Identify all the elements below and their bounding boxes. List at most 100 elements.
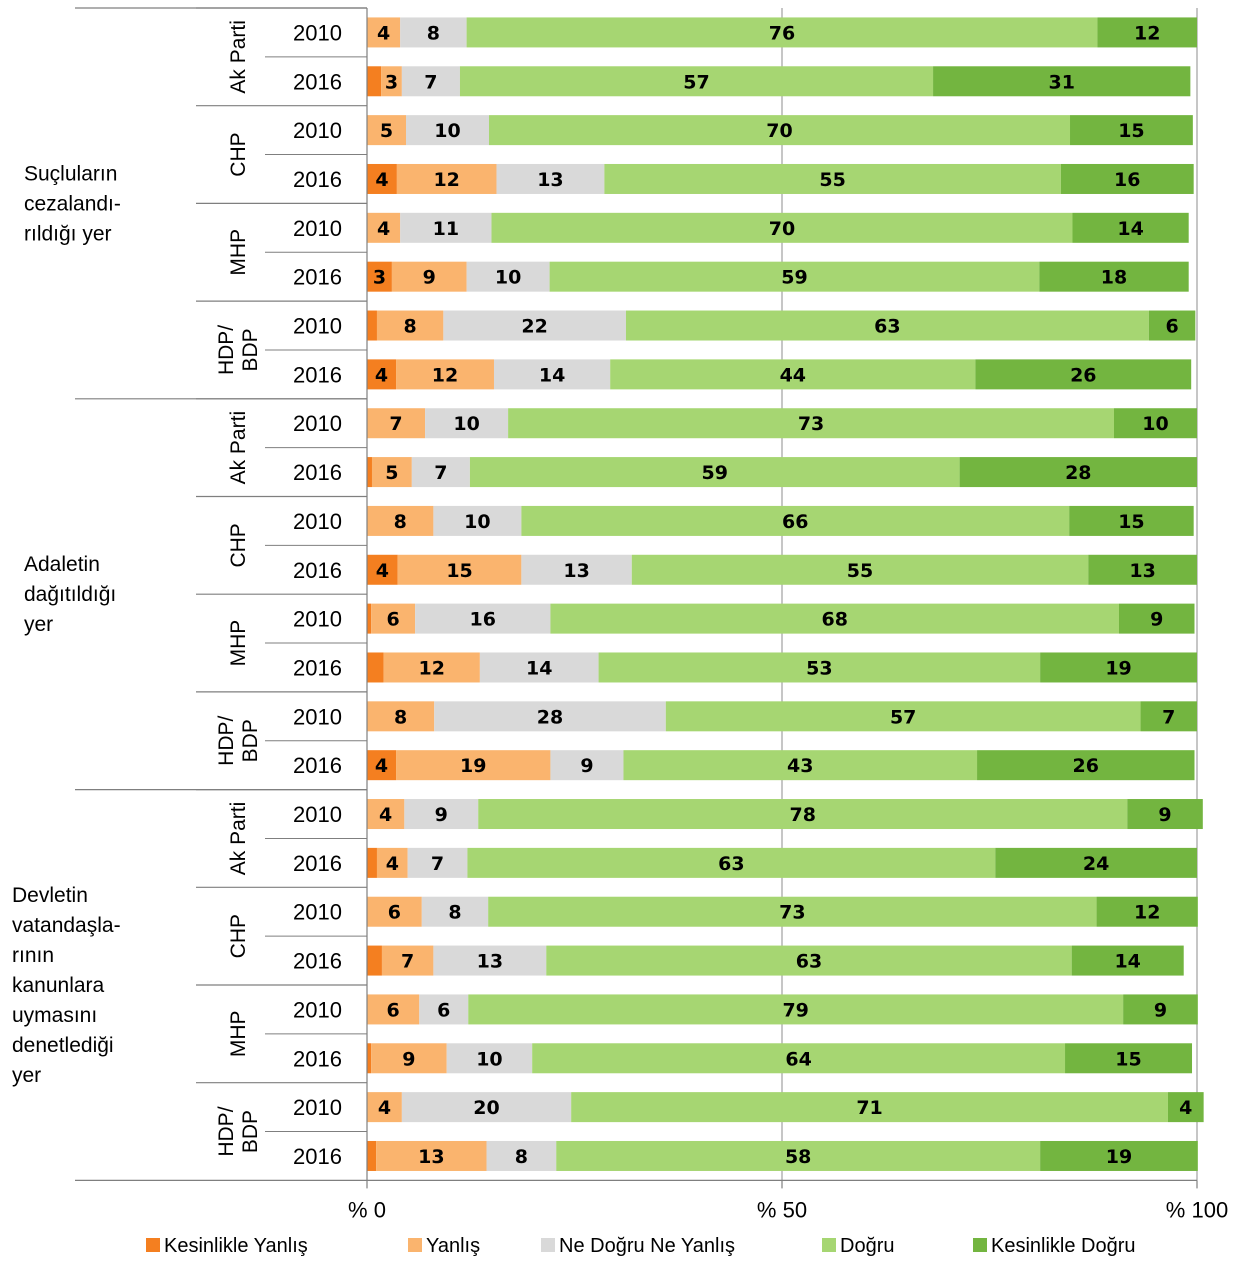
data-label: 7 bbox=[424, 71, 437, 93]
data-label: 9 bbox=[1154, 999, 1167, 1021]
bar-segment bbox=[1070, 115, 1193, 146]
data-label: 4 bbox=[375, 169, 388, 191]
party-label: CHP bbox=[227, 132, 250, 176]
bar-segment bbox=[623, 750, 978, 781]
party-label: MHP bbox=[227, 1011, 250, 1058]
data-label: 14 bbox=[539, 364, 565, 386]
bar-segment bbox=[367, 310, 377, 341]
bar-segment bbox=[367, 505, 434, 536]
legend-item-label: Yanlış bbox=[426, 1235, 480, 1257]
bar-segment bbox=[433, 505, 522, 536]
party-label: MHP bbox=[227, 229, 250, 276]
legend-swatch bbox=[973, 1238, 987, 1252]
bar-segment bbox=[443, 310, 626, 341]
legend-item-label: Ne Doğru Ne Yanlış bbox=[559, 1235, 735, 1257]
bar-segment bbox=[496, 163, 605, 194]
bar-segment bbox=[556, 1140, 1041, 1171]
data-label: 5 bbox=[385, 462, 398, 484]
data-label: 4 bbox=[386, 853, 399, 875]
data-label: 70 bbox=[769, 218, 795, 240]
category-label: kanunlara bbox=[12, 974, 105, 997]
bar-segment bbox=[391, 261, 467, 292]
bar-segment bbox=[397, 554, 522, 585]
party-label: Ak Parti bbox=[227, 411, 250, 485]
bar-segment bbox=[1072, 212, 1189, 243]
bar-segment bbox=[1167, 1092, 1204, 1123]
data-label: 19 bbox=[1106, 1146, 1132, 1168]
data-label: 63 bbox=[718, 853, 744, 875]
data-label: 10 bbox=[495, 267, 521, 289]
bar-segment bbox=[975, 359, 1192, 390]
bar-segment bbox=[1118, 603, 1195, 634]
bar-segment bbox=[977, 750, 1195, 781]
category-label: uymasını bbox=[12, 1004, 97, 1027]
bar-segment bbox=[546, 945, 1072, 976]
bar-segment bbox=[367, 701, 435, 732]
bar-segment bbox=[1040, 1140, 1198, 1171]
bar-segment bbox=[383, 652, 480, 683]
data-label: 4 bbox=[378, 1097, 391, 1119]
x-tick-label: % 50 bbox=[757, 1197, 807, 1222]
legend-item-label: Kesinlikle Doğru bbox=[991, 1235, 1136, 1257]
data-label: 19 bbox=[460, 755, 486, 777]
legend-swatch bbox=[146, 1238, 160, 1252]
data-label: 8 bbox=[427, 22, 440, 44]
data-label: 73 bbox=[798, 413, 824, 435]
data-label: 13 bbox=[563, 560, 589, 582]
year-label: 2010 bbox=[293, 314, 342, 339]
data-label: 15 bbox=[1118, 120, 1144, 142]
bar-segment bbox=[401, 1092, 572, 1123]
bar-segment bbox=[459, 66, 934, 97]
category-label: Adaletin bbox=[24, 553, 100, 576]
bar-segment bbox=[631, 554, 1089, 585]
bar-segment bbox=[625, 310, 1149, 341]
bar-segment bbox=[367, 1140, 377, 1171]
legend-swatch bbox=[822, 1238, 836, 1252]
data-label: 22 bbox=[521, 316, 547, 338]
year-label: 2010 bbox=[293, 509, 342, 534]
data-label: 12 bbox=[1134, 902, 1160, 924]
data-label: 15 bbox=[446, 560, 472, 582]
bar-segment bbox=[367, 66, 382, 97]
data-label: 68 bbox=[821, 609, 847, 631]
data-label: 55 bbox=[819, 169, 845, 191]
data-label: 4 bbox=[1179, 1097, 1192, 1119]
bar-segment bbox=[433, 945, 547, 976]
bar-segment bbox=[467, 847, 996, 878]
bar-segment bbox=[421, 896, 489, 927]
party-label: Ak Parti bbox=[227, 802, 250, 876]
data-label: 15 bbox=[1118, 511, 1144, 533]
data-label: 55 bbox=[847, 560, 873, 582]
legend-swatch bbox=[408, 1238, 422, 1252]
bar-segment bbox=[486, 1140, 557, 1171]
bar-segment bbox=[1140, 701, 1197, 732]
data-label: 71 bbox=[856, 1097, 882, 1119]
category-label: rının bbox=[12, 944, 54, 967]
data-label: 73 bbox=[779, 902, 805, 924]
data-label: 10 bbox=[476, 1048, 502, 1070]
bar-segment bbox=[491, 212, 1073, 243]
data-label: 53 bbox=[806, 657, 832, 679]
party-label: HDP/ bbox=[215, 716, 238, 766]
year-label: 2016 bbox=[293, 655, 342, 680]
category-label: Devletin bbox=[12, 884, 88, 907]
data-label: 5 bbox=[380, 120, 393, 142]
party-label: CHP bbox=[227, 523, 250, 567]
data-label: 12 bbox=[419, 657, 445, 679]
data-label: 19 bbox=[1105, 657, 1131, 679]
data-label: 43 bbox=[787, 755, 813, 777]
bar-segment bbox=[367, 799, 405, 830]
bar-segment bbox=[367, 652, 384, 683]
category-label: yer bbox=[12, 1064, 41, 1087]
bar-segment bbox=[1123, 994, 1198, 1025]
bar-segment bbox=[665, 701, 1141, 732]
bar-segment bbox=[1071, 945, 1184, 976]
data-label: 4 bbox=[376, 560, 389, 582]
bar-segment bbox=[415, 603, 551, 634]
bar-segment bbox=[367, 945, 382, 976]
bar-segment bbox=[478, 799, 1128, 830]
bar-segment bbox=[489, 115, 1071, 146]
data-label: 7 bbox=[401, 951, 414, 973]
bar-segment bbox=[468, 994, 1124, 1025]
data-label: 6 bbox=[437, 999, 450, 1021]
